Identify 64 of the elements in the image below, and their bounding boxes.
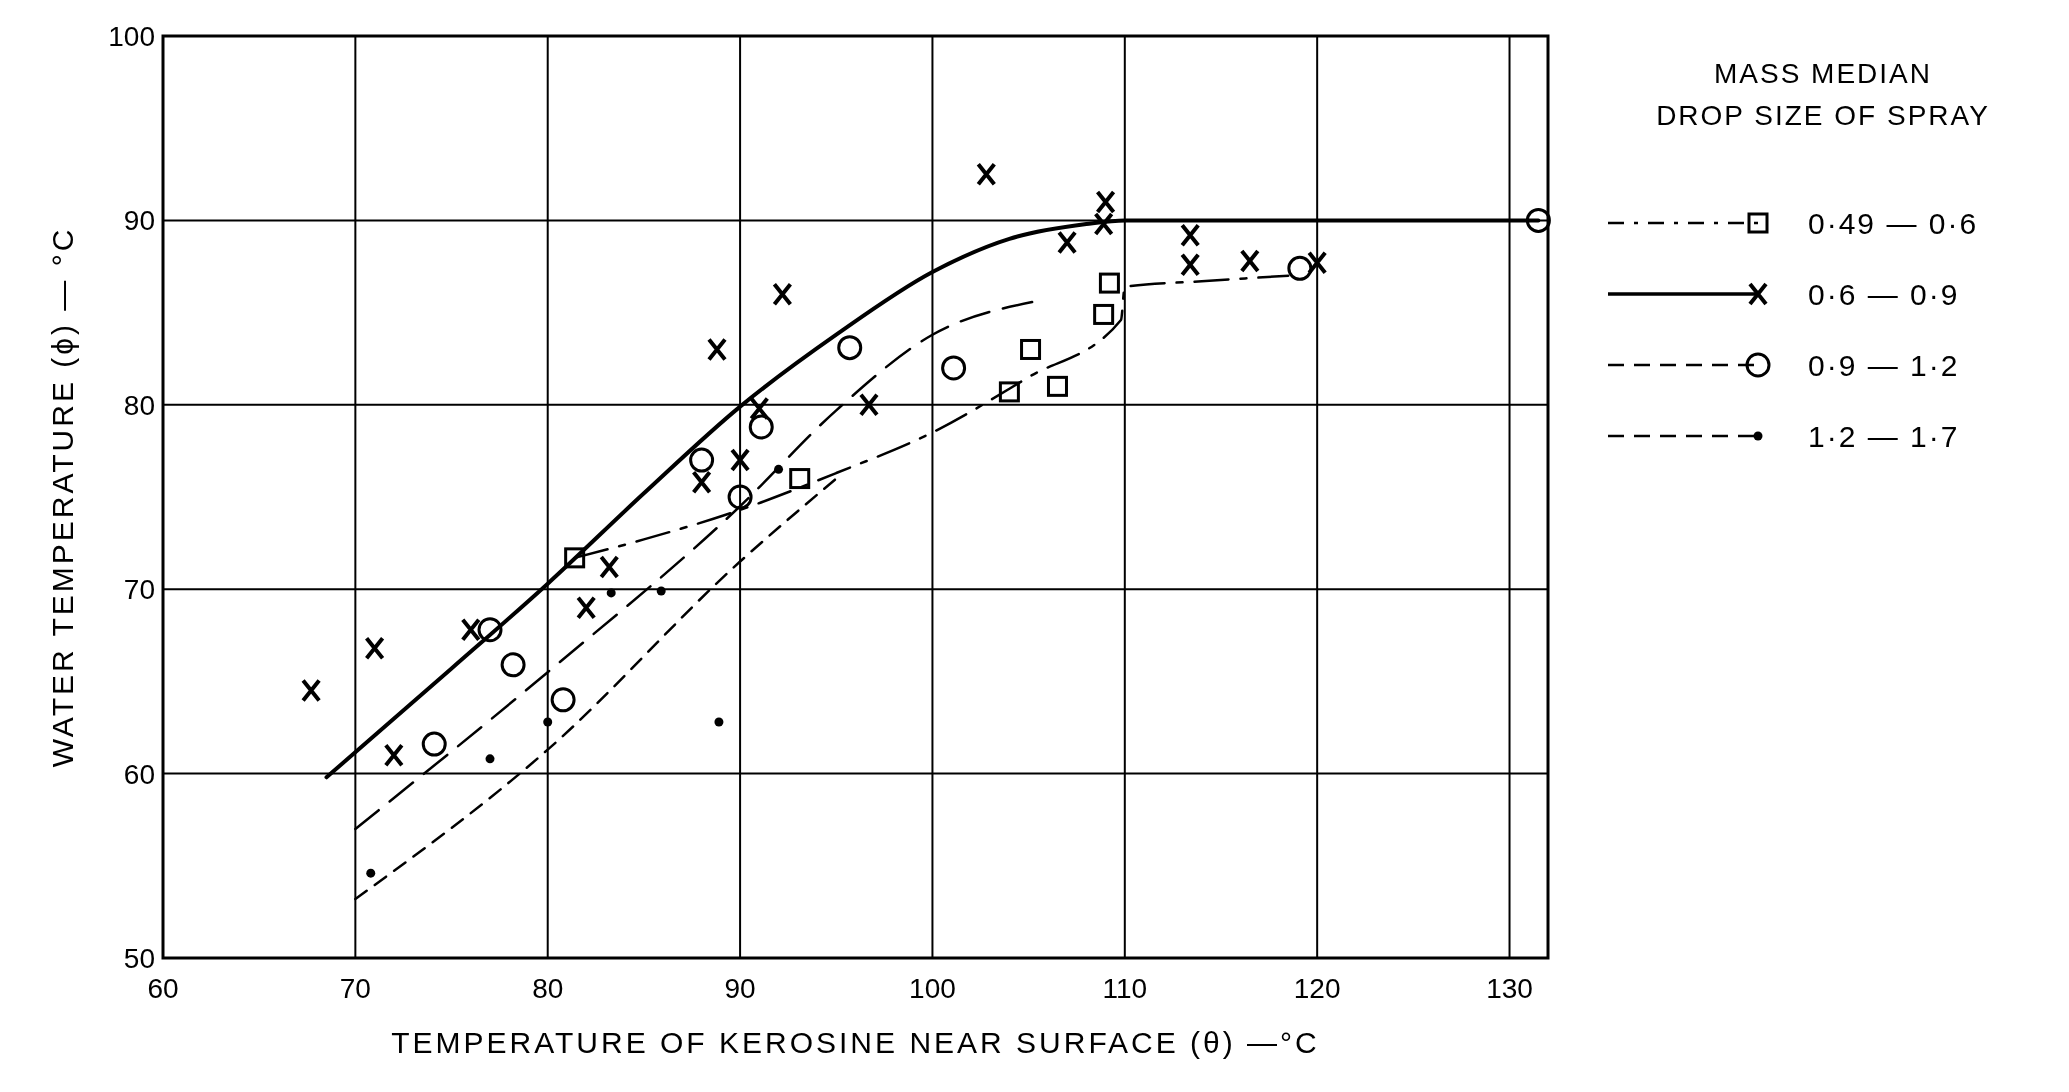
point [691,470,712,495]
y-tick-label: 100 [108,21,155,52]
point [772,282,793,307]
point [1180,223,1201,248]
point [749,396,770,421]
point [364,636,385,661]
point [1180,252,1201,277]
point [714,717,724,727]
point [707,337,727,362]
point [730,448,751,473]
legend-label: 0·49 — 0·6 [1808,207,1979,240]
point [383,743,404,768]
point [550,687,576,713]
y-axis-title: WATER TEMPERATURE (ϕ) — °C [46,226,79,768]
legend-label: 1·2 — 1·7 [1808,420,1960,453]
point [656,586,666,596]
point [789,468,811,490]
x-tick-label: 110 [1102,973,1148,1004]
point [1057,230,1078,255]
y-tick-label: 60 [123,758,155,790]
point [941,355,967,381]
point [606,588,616,598]
point [599,555,620,580]
x-tick-label: 120 [1293,973,1341,1004]
point [1525,207,1551,233]
x-tick-label: 70 [339,973,371,1004]
point [301,678,322,703]
x-tick-label: 80 [532,973,564,1004]
point [576,595,597,620]
point [1098,272,1120,294]
point [500,652,526,678]
point [543,717,553,727]
point [564,547,586,569]
point [858,392,879,417]
x-tick-label: 90 [724,973,756,1004]
point [1093,303,1115,325]
point [1307,250,1328,275]
point [689,447,715,473]
point [366,868,376,878]
point [748,414,774,440]
point [774,464,784,474]
point [1287,255,1313,281]
legend-title: MASS MEDIAN DROP SIZE OF SPRAY [1656,58,1990,131]
point [998,381,1020,403]
x-axis-title: TEMPERATURE OF KEROSINE NEAR SURFACE (θ) —°C [391,1026,1320,1059]
legend-label: 0·9 — 1·2 [1808,349,1960,382]
point [1046,375,1068,397]
legend-label: 0·6 — 0·9 [1808,278,1960,311]
x-tick-label: 60 [147,973,179,1004]
y-tick-label: 70 [123,574,155,606]
point [460,617,481,642]
point [1020,338,1042,360]
y-tick-label: 90 [123,205,155,237]
point [477,617,503,643]
point [421,731,447,757]
y-tick-label: 50 [123,943,155,974]
point [1239,248,1260,273]
x-tick-label: 130 [1486,973,1533,1004]
point [485,754,495,764]
point [837,335,863,361]
x-tick-label: 100 [909,973,956,1004]
y-tick-label: 80 [123,389,155,421]
point [976,162,997,187]
point [727,484,753,510]
